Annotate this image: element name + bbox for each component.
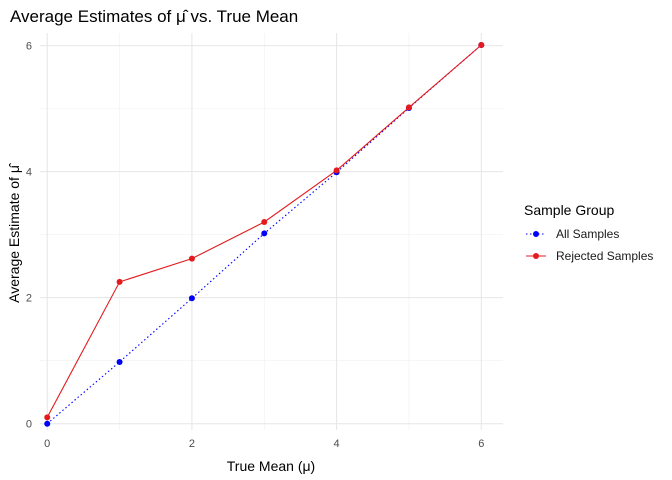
series-layer bbox=[44, 41, 485, 427]
x-axis-title: True Mean (μ) bbox=[227, 458, 315, 474]
data-point bbox=[188, 295, 195, 302]
data-point bbox=[478, 41, 485, 48]
grid-major bbox=[40, 33, 503, 430]
legend-label: All Samples bbox=[556, 227, 619, 241]
data-point bbox=[333, 167, 340, 174]
legend-item: All Samples bbox=[526, 227, 619, 241]
data-point bbox=[116, 358, 123, 365]
legend-item: Rejected Samples bbox=[526, 249, 653, 263]
data-point bbox=[261, 219, 268, 226]
x-tick-label: 2 bbox=[189, 438, 195, 450]
legend-key-point bbox=[533, 231, 539, 237]
x-tick-label: 4 bbox=[334, 438, 340, 450]
data-point bbox=[261, 230, 268, 237]
data-point bbox=[44, 414, 51, 421]
y-tick-label: 2 bbox=[26, 293, 32, 305]
data-point bbox=[188, 255, 195, 262]
y-axis-title: Average Estimate of μ̂ bbox=[6, 162, 22, 303]
y-axis-ticks: 0 2 4 6 bbox=[26, 41, 32, 431]
data-point bbox=[44, 420, 51, 427]
chart-title: Average Estimates of μ̂ vs. True Mean bbox=[10, 7, 298, 26]
data-point bbox=[116, 278, 123, 285]
x-tick-label: 0 bbox=[44, 438, 50, 450]
legend-label: Rejected Samples bbox=[556, 249, 653, 263]
series-rejected-samples bbox=[44, 41, 485, 421]
legend-key-point bbox=[533, 253, 539, 259]
y-tick-label: 0 bbox=[26, 419, 32, 431]
grid-minor bbox=[40, 33, 503, 430]
legend: Sample Group All Samples Rejected Samples bbox=[524, 202, 653, 263]
x-tick-label: 6 bbox=[478, 438, 484, 450]
legend-title: Sample Group bbox=[524, 202, 614, 218]
data-point bbox=[405, 104, 412, 111]
y-tick-label: 6 bbox=[26, 41, 32, 53]
x-axis-ticks: 0 2 4 6 bbox=[44, 438, 484, 450]
y-tick-label: 4 bbox=[26, 167, 32, 179]
